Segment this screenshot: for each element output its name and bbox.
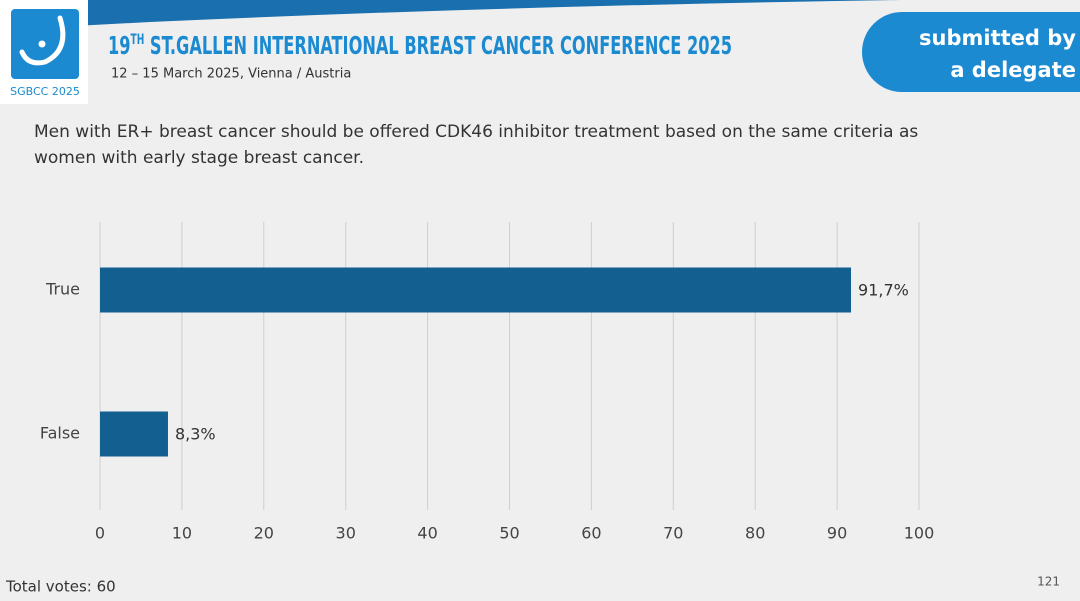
x-tick-label: 40 xyxy=(417,524,437,543)
x-tick-label: 90 xyxy=(827,524,847,543)
title-number: 19 xyxy=(108,31,131,60)
x-tick-label: 80 xyxy=(745,524,765,543)
plot: 0 10 20 30 40 50 60 70 80 90 100 True 91,7% False 8,3% xyxy=(40,222,934,543)
x-tick-label: 60 xyxy=(581,524,601,543)
bar xyxy=(100,411,168,457)
x-tick-label: 30 xyxy=(336,524,356,543)
question: Men with ER+ breast cancer should be off… xyxy=(34,122,919,168)
badge xyxy=(862,12,1080,92)
y-tick-label: False xyxy=(40,424,80,443)
badge-line: submitted by xyxy=(919,26,1076,50)
x-tick-label: 70 xyxy=(663,524,683,543)
x-tick-label: 20 xyxy=(254,524,274,543)
logo-dot xyxy=(38,40,46,48)
bar xyxy=(100,267,852,313)
header-swoosh xyxy=(0,0,900,30)
value-label: 91,7% xyxy=(858,281,909,300)
x-tick-label: 0 xyxy=(95,524,105,543)
title-rest: ST.GALLEN INTERNATIONAL BREAST CANCER CO… xyxy=(144,31,732,60)
page-number: 121 xyxy=(1037,575,1060,589)
badge-line: a delegate xyxy=(950,58,1076,82)
x-tick-label: 50 xyxy=(499,524,519,543)
title-suffix: TH xyxy=(131,32,145,48)
logo-text: SGBCC 2025 xyxy=(10,85,80,98)
value-label: 8,3% xyxy=(175,425,216,444)
total-votes: Total votes: 60 xyxy=(5,578,116,596)
conference-subtitle: 12 – 15 March 2025, Vienna / Austria xyxy=(111,67,351,82)
logo-curve xyxy=(19,15,66,66)
conference-title: 19TH ST.GALLEN INTERNATIONAL BREAST CANC… xyxy=(108,31,732,60)
y-tick-label: True xyxy=(45,280,80,299)
x-tick-label: 10 xyxy=(172,524,192,543)
x-tick-label: 100 xyxy=(904,524,935,543)
